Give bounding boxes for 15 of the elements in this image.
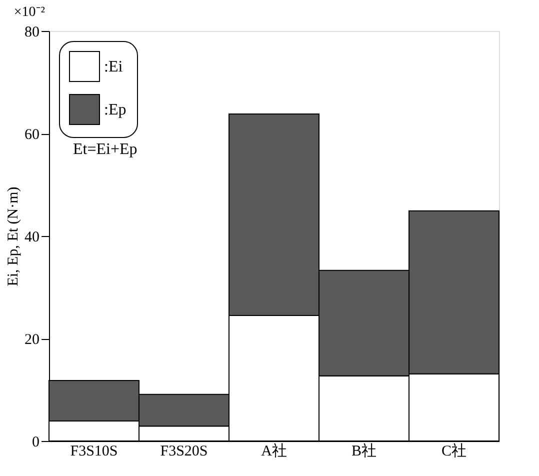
- y-axis-title: Ei, Ep, Et (N·m): [6, 186, 22, 286]
- x-tick-label: B社: [351, 442, 377, 460]
- y-tick-label: 40: [24, 230, 40, 246]
- x-tick-label: F3S10S: [70, 444, 118, 460]
- y-tick-label: 0: [32, 434, 40, 450]
- y-tick-label: 60: [24, 127, 40, 143]
- legend-label: :Ei: [104, 58, 124, 76]
- y-tick-label: 80: [24, 24, 40, 40]
- text: ×10⁻²: [14, 5, 45, 20]
- legend-label: :Ep: [104, 102, 126, 118]
- annotation: Et=Ei+Ep: [73, 141, 138, 158]
- x-tick-label: F3S20S: [160, 444, 208, 460]
- x-tick-label: A社: [261, 442, 287, 460]
- y-tick-label: 20: [24, 332, 40, 348]
- x-tick-label: C社: [441, 442, 467, 460]
